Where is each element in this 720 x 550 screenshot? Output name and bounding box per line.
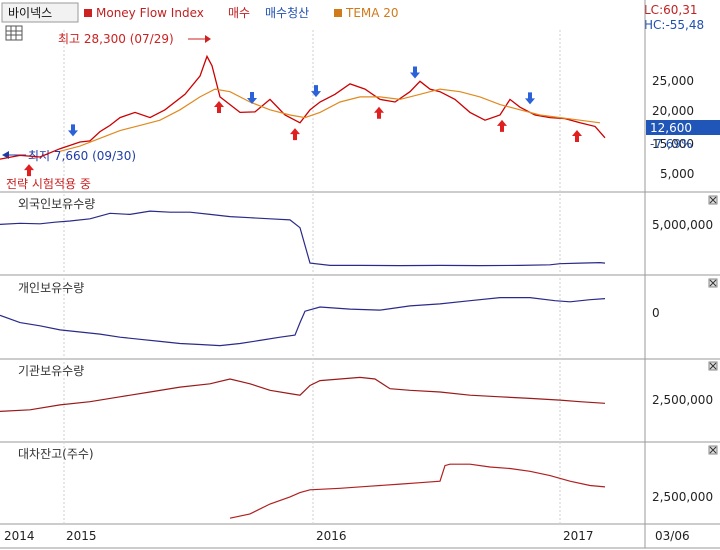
sell-arrow-icon <box>311 85 321 98</box>
close-icon[interactable] <box>708 445 718 455</box>
panel-title-short: 대차잔고(주수) <box>18 447 94 461</box>
institution-holdings-series-0-line <box>0 376 606 412</box>
low-arrow-icon <box>2 151 9 159</box>
symbol-name: 바이넥스 <box>8 6 52 20</box>
time-label-2014: 2014 <box>4 529 35 543</box>
individual-tick: 0 <box>652 306 660 320</box>
indicator-panels: 외국인보유수량 5,000,000 개인보유수량 0 기관보유수량 2,500,… <box>18 195 718 504</box>
close-icon[interactable] <box>708 195 718 205</box>
sell-arrow-icon <box>247 91 257 104</box>
time-label-2015: 2015 <box>66 529 97 543</box>
buy-arrow-icon <box>290 128 300 141</box>
time-gridlines <box>63 30 561 524</box>
price-tick-20000: 20,000 <box>652 104 694 118</box>
close-icon[interactable] <box>708 361 718 371</box>
indicator-swatch <box>84 9 92 17</box>
panel-title-institution: 기관보유수량 <box>18 364 84 378</box>
symbol-box[interactable] <box>1 2 79 23</box>
low-label: 최저 7,660 (09/30) <box>28 149 136 163</box>
individual-holdings-series-0-line <box>0 297 606 347</box>
time-label-2017: 2017 <box>563 529 594 543</box>
time-axis: 2014 2015 2016 2017 03/06 <box>4 529 690 543</box>
sell-arrow-icon <box>410 66 420 79</box>
time-label-2016: 2016 <box>316 529 347 543</box>
close-icon[interactable] <box>708 278 718 288</box>
hc-readout: HC:-55,48 <box>644 18 704 32</box>
last-price-value: 12,600 <box>650 121 692 135</box>
series-layer <box>0 54 606 519</box>
sell-arrow-icon <box>525 92 535 105</box>
price-series-1-line <box>59 88 601 152</box>
price-axis: 25,000 20,000 15,000 5,000 <box>652 74 694 181</box>
buy-arrow-icon <box>497 119 507 132</box>
foreign-tick: 5,000,000 <box>652 218 713 232</box>
short-balance-series-0-line <box>229 463 606 519</box>
price-series-0-line <box>0 54 606 160</box>
buy-arrow-icon <box>374 106 384 119</box>
panel-title-foreign: 외국인보유수량 <box>18 197 95 211</box>
time-label-last: 03/06 <box>655 529 690 543</box>
institution-tick: 2,500,000 <box>652 393 713 407</box>
short-tick: 2,500,000 <box>652 490 713 504</box>
buy-arrow-icon <box>214 100 224 113</box>
buy-label: 매수 <box>228 6 250 20</box>
tema-swatch <box>334 9 342 17</box>
price-annotations: 최고 28,300 (07/29) 최저 7,660 (09/30) 전략 시험… <box>2 32 211 191</box>
lc-readout: LC:60,31 <box>644 3 697 17</box>
tema-label: TEMA 20 <box>345 6 399 20</box>
strategy-note: 전략 시험적용 중 <box>6 177 91 191</box>
buy-arrow-icon <box>24 164 34 177</box>
indicator-name: Money Flow Index <box>96 6 204 20</box>
last-price-badge: 12,600 -7.69% <box>646 120 720 151</box>
sell-label: 매수청산 <box>265 6 309 20</box>
price-tick-15000: 15,000 <box>652 137 694 151</box>
header-bar: 바이넥스 Money Flow Index 매수 매수청산 TEMA 20 LC… <box>1 2 704 32</box>
buy-arrow-icon <box>572 129 582 142</box>
grid-icon[interactable] <box>5 25 23 41</box>
high-label: 최고 28,300 (07/29) <box>58 32 174 46</box>
price-tick-5000: 5,000 <box>660 167 694 181</box>
sell-arrow-icon <box>68 124 78 137</box>
panel-title-individual: 개인보유수량 <box>18 281 84 295</box>
foreign-holdings-series-0-line <box>0 210 606 267</box>
price-tick-25000: 25,000 <box>652 74 694 88</box>
last-change-value: -7.69% <box>650 137 692 151</box>
